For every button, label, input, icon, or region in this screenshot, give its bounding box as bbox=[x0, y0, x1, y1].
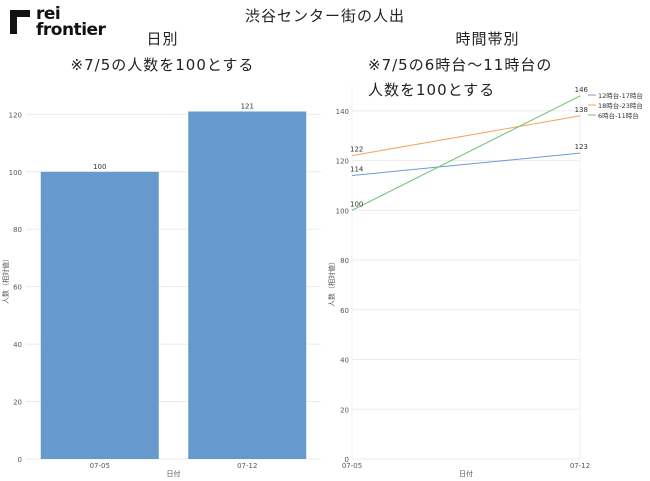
x-tick-label: 07-12 bbox=[570, 462, 590, 470]
right-panel-note-line2: 人数を100とする bbox=[368, 81, 496, 99]
bar-value-label: 121 bbox=[241, 102, 254, 110]
brand-name-line1: rei bbox=[36, 4, 61, 24]
data-label: 122 bbox=[350, 146, 363, 154]
x-tick-label: 07-05 bbox=[342, 462, 362, 470]
y-tick-label: 60 bbox=[340, 307, 349, 315]
brand-name: rei frontier bbox=[36, 4, 106, 40]
y-tick-label: 40 bbox=[13, 341, 22, 349]
data-label: 138 bbox=[575, 106, 588, 114]
logo-mark-icon bbox=[10, 10, 30, 34]
left-panel-title: 日別 bbox=[146, 30, 179, 48]
x-tick-label: 07-05 bbox=[90, 462, 110, 470]
y-tick-label: 60 bbox=[13, 284, 22, 292]
legend-label: 6時台-11時台 bbox=[598, 111, 639, 120]
data-label: 100 bbox=[350, 200, 363, 208]
y-tick-label: 100 bbox=[336, 207, 349, 215]
x-axis-label: 日付 bbox=[167, 469, 181, 478]
right-panel-title: 時間帯別 bbox=[455, 30, 520, 48]
x-tick-label: 07-12 bbox=[237, 462, 257, 470]
y-tick-label: 20 bbox=[13, 399, 22, 407]
x-axis-label: 日付 bbox=[459, 469, 473, 478]
data-label: 146 bbox=[575, 86, 589, 94]
y-tick-label: 100 bbox=[9, 169, 22, 177]
series-line bbox=[351, 95, 581, 211]
data-label: 114 bbox=[350, 166, 364, 174]
bar-chart: 0 20 40 60 80 100 120 人数（相対値） 100 07-05 121 07-12 日付 bbox=[1, 102, 321, 478]
y-tick-label: 80 bbox=[13, 226, 22, 234]
y-tick-label: 40 bbox=[340, 357, 349, 365]
y-tick-label: 120 bbox=[9, 111, 22, 119]
series-line bbox=[351, 115, 581, 157]
left-panel-note: ※7/5の人数を100とする bbox=[70, 56, 255, 74]
bar-value-label: 100 bbox=[93, 163, 106, 171]
y-tick-label: 80 bbox=[340, 257, 349, 265]
bar bbox=[188, 111, 307, 459]
page-title: 渋谷センター街の人出 bbox=[244, 7, 405, 25]
y-tick-label: 0 bbox=[345, 456, 349, 464]
legend-label: 18時台-23時台 bbox=[598, 101, 643, 110]
y-axis-label: 人数（相対値） bbox=[1, 255, 10, 304]
line-chart: 0 20 40 60 80 100 120 140 07-05 07-12 人数（相対値） 日付 114… bbox=[327, 86, 643, 478]
data-label: 123 bbox=[575, 143, 588, 151]
y-tick-label: 0 bbox=[18, 456, 22, 464]
legend-label: 12時台-17時台 bbox=[598, 91, 643, 100]
series-line bbox=[351, 152, 581, 177]
right-panel-note-line1: ※7/5の6時台～11時台の bbox=[368, 56, 553, 74]
brand-name-line2: frontier bbox=[36, 20, 106, 40]
y-tick-label: 20 bbox=[340, 406, 349, 414]
y-axis-label: 人数（相対値） bbox=[327, 258, 336, 307]
bar bbox=[40, 171, 159, 460]
brand-logo: rei frontier bbox=[8, 6, 106, 42]
y-tick-label: 120 bbox=[336, 158, 349, 166]
y-tick-label: 140 bbox=[336, 108, 349, 116]
